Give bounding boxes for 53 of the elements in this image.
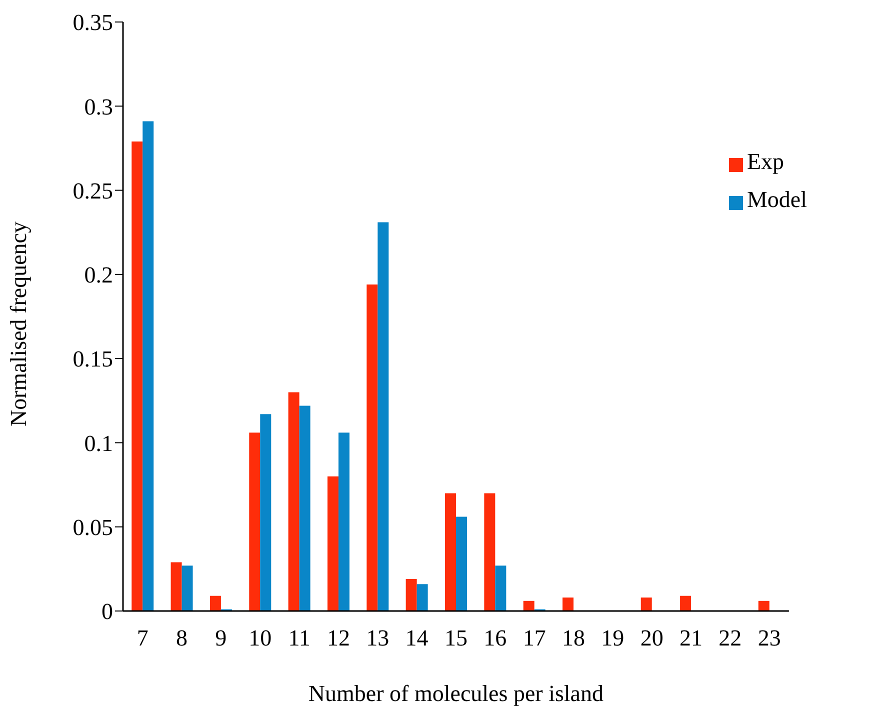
- bar: [260, 414, 272, 611]
- bar: [406, 579, 417, 611]
- bar: [327, 476, 338, 611]
- bar: [210, 596, 221, 611]
- x-tick-label: 22: [718, 625, 742, 650]
- bar: [378, 222, 389, 611]
- x-tick-label: 14: [405, 625, 429, 650]
- x-tick-label: 20: [640, 625, 664, 650]
- bar: [456, 516, 467, 611]
- bar: [680, 596, 692, 611]
- y-tick-label: 0.3: [84, 94, 113, 120]
- x-tick-label: 23: [758, 625, 781, 650]
- y-axis-title: Normalised frequency: [6, 221, 32, 426]
- x-tick-label: 21: [680, 625, 703, 650]
- bar: [445, 493, 456, 611]
- x-tick-label: 18: [562, 625, 585, 650]
- y-tick-label: 0: [102, 599, 113, 624]
- y-tick-label: 0.2: [84, 262, 113, 288]
- y-tick-label: 0.15: [72, 346, 113, 372]
- x-tick-label: 12: [326, 625, 350, 650]
- bar: [142, 121, 154, 611]
- bar: [338, 432, 350, 611]
- x-axis-title: Number of molecules per island: [308, 681, 604, 706]
- x-tick-label: 19: [601, 625, 624, 650]
- bar: [182, 566, 193, 611]
- x-tick-label: 17: [522, 625, 546, 650]
- x-tick-label: 9: [215, 625, 227, 650]
- x-tick-label: 13: [366, 625, 390, 650]
- bar: [249, 432, 260, 611]
- bar: [758, 600, 770, 611]
- bar: [288, 392, 300, 611]
- x-tick-label: 15: [444, 625, 468, 650]
- y-tick-label: 0.05: [72, 515, 113, 540]
- bar: [416, 584, 428, 611]
- y-tick-label: 0.1: [84, 430, 113, 456]
- bar: [132, 141, 143, 611]
- x-tick-label: 8: [176, 625, 188, 650]
- x-tick-label: 7: [136, 625, 148, 650]
- bar: [484, 493, 496, 611]
- y-tick-label: 0.25: [72, 178, 113, 204]
- bar: [299, 406, 310, 611]
- bar: [562, 598, 574, 611]
- legend-label: Model: [746, 187, 807, 212]
- x-tick-label: 11: [288, 625, 310, 650]
- bar: [495, 566, 506, 611]
- y-tick-label: 0.35: [72, 10, 113, 36]
- x-tick-label: 16: [484, 625, 507, 650]
- bar: [523, 600, 534, 611]
- legend-label: Exp: [746, 149, 784, 174]
- bar: [170, 562, 182, 611]
- bar: [366, 284, 378, 611]
- bar: [640, 598, 652, 611]
- x-tick-label: 10: [248, 625, 272, 650]
